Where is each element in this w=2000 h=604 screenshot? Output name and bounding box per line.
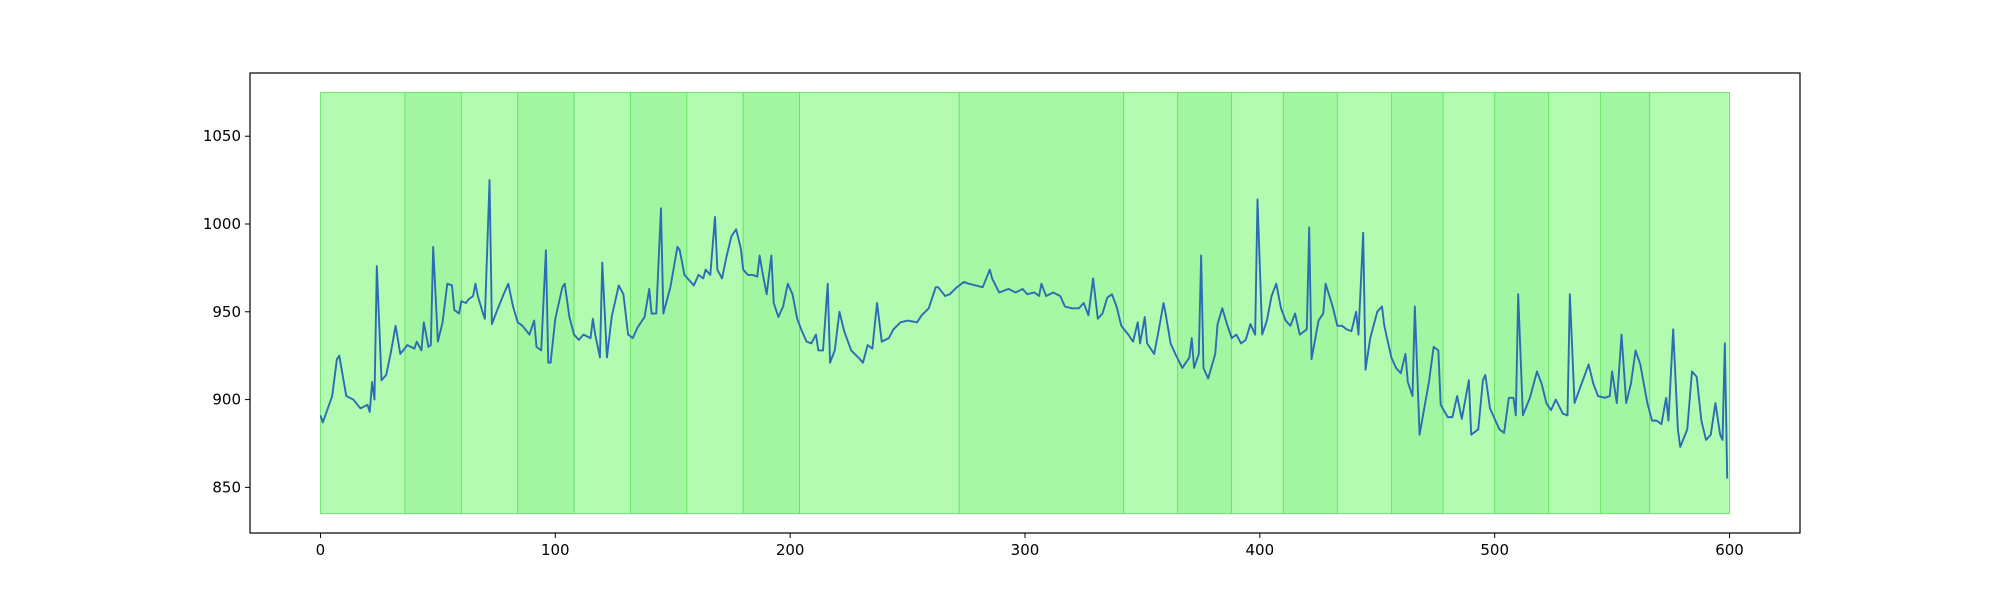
span xyxy=(320,91,406,515)
x-tick-label: 400 xyxy=(1246,541,1275,559)
span xyxy=(460,91,519,515)
x-tick-label: 300 xyxy=(1011,541,1040,559)
y-tick-label: 1000 xyxy=(203,215,241,233)
span xyxy=(1649,91,1730,515)
spans xyxy=(320,91,1730,515)
y-tick-label: 1050 xyxy=(203,127,241,145)
span xyxy=(1390,91,1444,515)
axes: 0 100 200 300 400 500 600 850 900 950 1000 1050 xyxy=(203,127,1744,559)
y-tick-label: 900 xyxy=(212,391,241,409)
x-tick-label: 500 xyxy=(1480,541,1509,559)
span xyxy=(573,91,631,515)
x-tick-label: 100 xyxy=(541,541,570,559)
span xyxy=(1231,91,1284,515)
span xyxy=(1442,91,1496,515)
span xyxy=(799,91,960,515)
y-tick-label: 950 xyxy=(212,303,241,321)
span xyxy=(1177,91,1233,515)
span xyxy=(1282,91,1338,515)
span xyxy=(630,91,688,515)
span xyxy=(742,91,800,515)
y-tick-label: 850 xyxy=(212,478,241,496)
span xyxy=(1494,91,1550,515)
span xyxy=(958,91,1125,515)
x-tick-label: 0 xyxy=(316,541,326,559)
span xyxy=(1548,91,1601,515)
line-layer xyxy=(319,179,1729,479)
span xyxy=(517,91,575,515)
span xyxy=(1123,91,1179,515)
span xyxy=(404,91,462,515)
x-tick-label: 600 xyxy=(1715,541,1744,559)
x-tick-label: 200 xyxy=(776,541,805,559)
span xyxy=(1599,91,1651,515)
data-line xyxy=(319,179,1729,479)
span xyxy=(686,91,744,515)
